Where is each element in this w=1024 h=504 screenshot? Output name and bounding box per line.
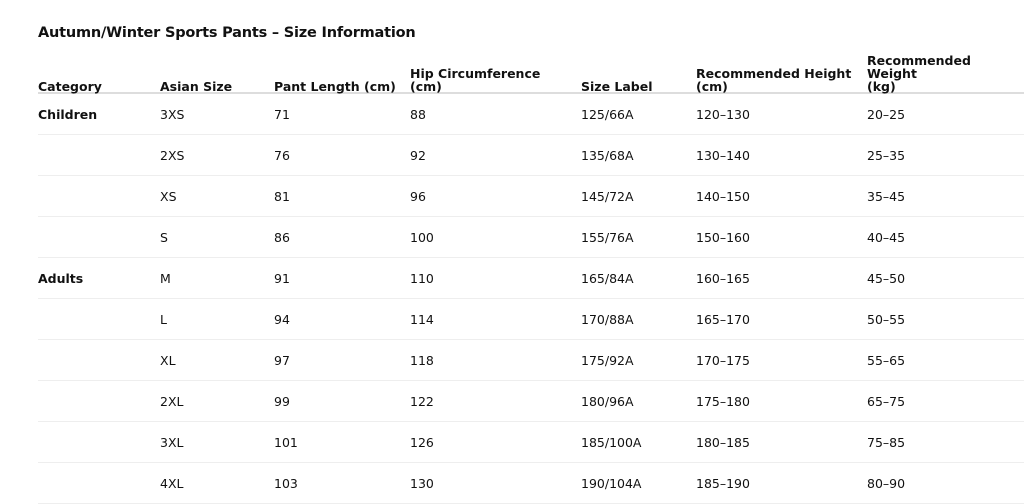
table-row: XS 81 96 145/72A 140–150 35–45	[38, 176, 1024, 217]
table-cell: 145/72A	[581, 188, 634, 204]
table-row: XL 97 118 175/92A 170–175 55–65	[38, 340, 1024, 381]
page-title: Autumn/Winter Sports Pants – Size Inform…	[38, 25, 416, 41]
column-header: Pant Length (cm)	[274, 79, 396, 94]
table-cell: 45–50	[867, 270, 906, 286]
table-cell: 4XL	[160, 475, 184, 491]
table-cell: 3XS	[160, 106, 185, 122]
table-cell: XS	[160, 188, 177, 204]
table-cell: 81	[274, 188, 290, 204]
column-header: Size Label	[581, 79, 653, 94]
table-cell: L	[160, 311, 167, 327]
table-cell: 185/100A	[581, 434, 642, 450]
table-cell: 118	[410, 352, 434, 368]
table-cell: 175–180	[696, 393, 750, 409]
category-cell: Children	[38, 106, 98, 122]
table-cell: 155/76A	[581, 229, 634, 245]
column-header: Hip Circumference (cm)	[410, 66, 541, 94]
table-cell: 71	[274, 106, 290, 122]
table-row: S 86 100 155/76A 150–160 40–45	[38, 217, 1024, 258]
table-row: Adults M 91 110 165/84A 160–165 45–50	[38, 258, 1024, 299]
table-cell: 180/96A	[581, 393, 634, 409]
table-cell: M	[160, 270, 171, 286]
table-cell: 80–90	[867, 475, 906, 491]
table-cell: 170/88A	[581, 311, 634, 327]
table-cell: 135/68A	[581, 147, 634, 163]
table-cell: 150–160	[696, 229, 750, 245]
table-cell: 170–175	[696, 352, 750, 368]
table-cell: 91	[274, 270, 290, 286]
table-cell: 88	[410, 106, 426, 122]
table-row: 2XS 76 92 135/68A 130–140 25–35	[38, 135, 1024, 176]
table-cell: 65–75	[867, 393, 906, 409]
table-cell: 55–65	[867, 352, 906, 368]
table-cell: 165/84A	[581, 270, 634, 286]
column-header: Category	[38, 79, 102, 94]
column-header: Recommended Weight (kg)	[867, 53, 971, 94]
table-row: L 94 114 170/88A 165–170 50–55	[38, 299, 1024, 340]
table-cell: 165–170	[696, 311, 750, 327]
table-cell: 122	[410, 393, 434, 409]
table-cell: 110	[410, 270, 434, 286]
table-cell: 97	[274, 352, 290, 368]
size-table: Category Asian Size Pant Length (cm) Hip Ci…	[38, 54, 1024, 504]
table-cell: 125/66A	[581, 106, 634, 122]
table-cell: 180–185	[696, 434, 750, 450]
table-cell: 2XL	[160, 393, 184, 409]
table-cell: 40–45	[867, 229, 906, 245]
table-row: 3XL 101 126 185/100A 180–185 75–85	[38, 422, 1024, 463]
table-cell: 2XS	[160, 147, 185, 163]
table-cell: 114	[410, 311, 434, 327]
table-cell: 103	[274, 475, 298, 491]
column-header: Asian Size	[160, 79, 233, 94]
table-row: 2XL 99 122 180/96A 175–180 65–75	[38, 381, 1024, 422]
table-cell: 86	[274, 229, 290, 245]
table-cell: 190/104A	[581, 475, 642, 491]
table-header: Category Asian Size Pant Length (cm) Hip Ci…	[38, 54, 1024, 94]
table-cell: 35–45	[867, 188, 906, 204]
table-cell: 120–130	[696, 106, 750, 122]
table-cell: S	[160, 229, 168, 245]
table-cell: 94	[274, 311, 290, 327]
table-cell: 96	[410, 188, 426, 204]
table-cell: 175/92A	[581, 352, 634, 368]
table-cell: 3XL	[160, 434, 184, 450]
table-cell: 50–55	[867, 311, 906, 327]
table-cell: 100	[410, 229, 434, 245]
table-cell: 126	[410, 434, 434, 450]
table-cell: 25–35	[867, 147, 906, 163]
table-cell: 75–85	[867, 434, 906, 450]
column-header: Recommended Height (cm)	[696, 66, 852, 94]
table-row: Children 3XS 71 88 125/66A 120–130 20–25	[38, 94, 1024, 135]
table-cell: 20–25	[867, 106, 906, 122]
table-row: 4XL 103 130 190/104A 185–190 80–90	[38, 463, 1024, 504]
table-cell: 99	[274, 393, 290, 409]
table-cell: 130	[410, 475, 434, 491]
table-cell: 76	[274, 147, 290, 163]
table-cell: 140–150	[696, 188, 750, 204]
table-cell: XL	[160, 352, 176, 368]
table-cell: 160–165	[696, 270, 750, 286]
table-cell: 92	[410, 147, 426, 163]
table-cell: 101	[274, 434, 298, 450]
table-cell: 130–140	[696, 147, 750, 163]
category-cell: Adults	[38, 270, 84, 286]
table-cell: 185–190	[696, 475, 750, 491]
